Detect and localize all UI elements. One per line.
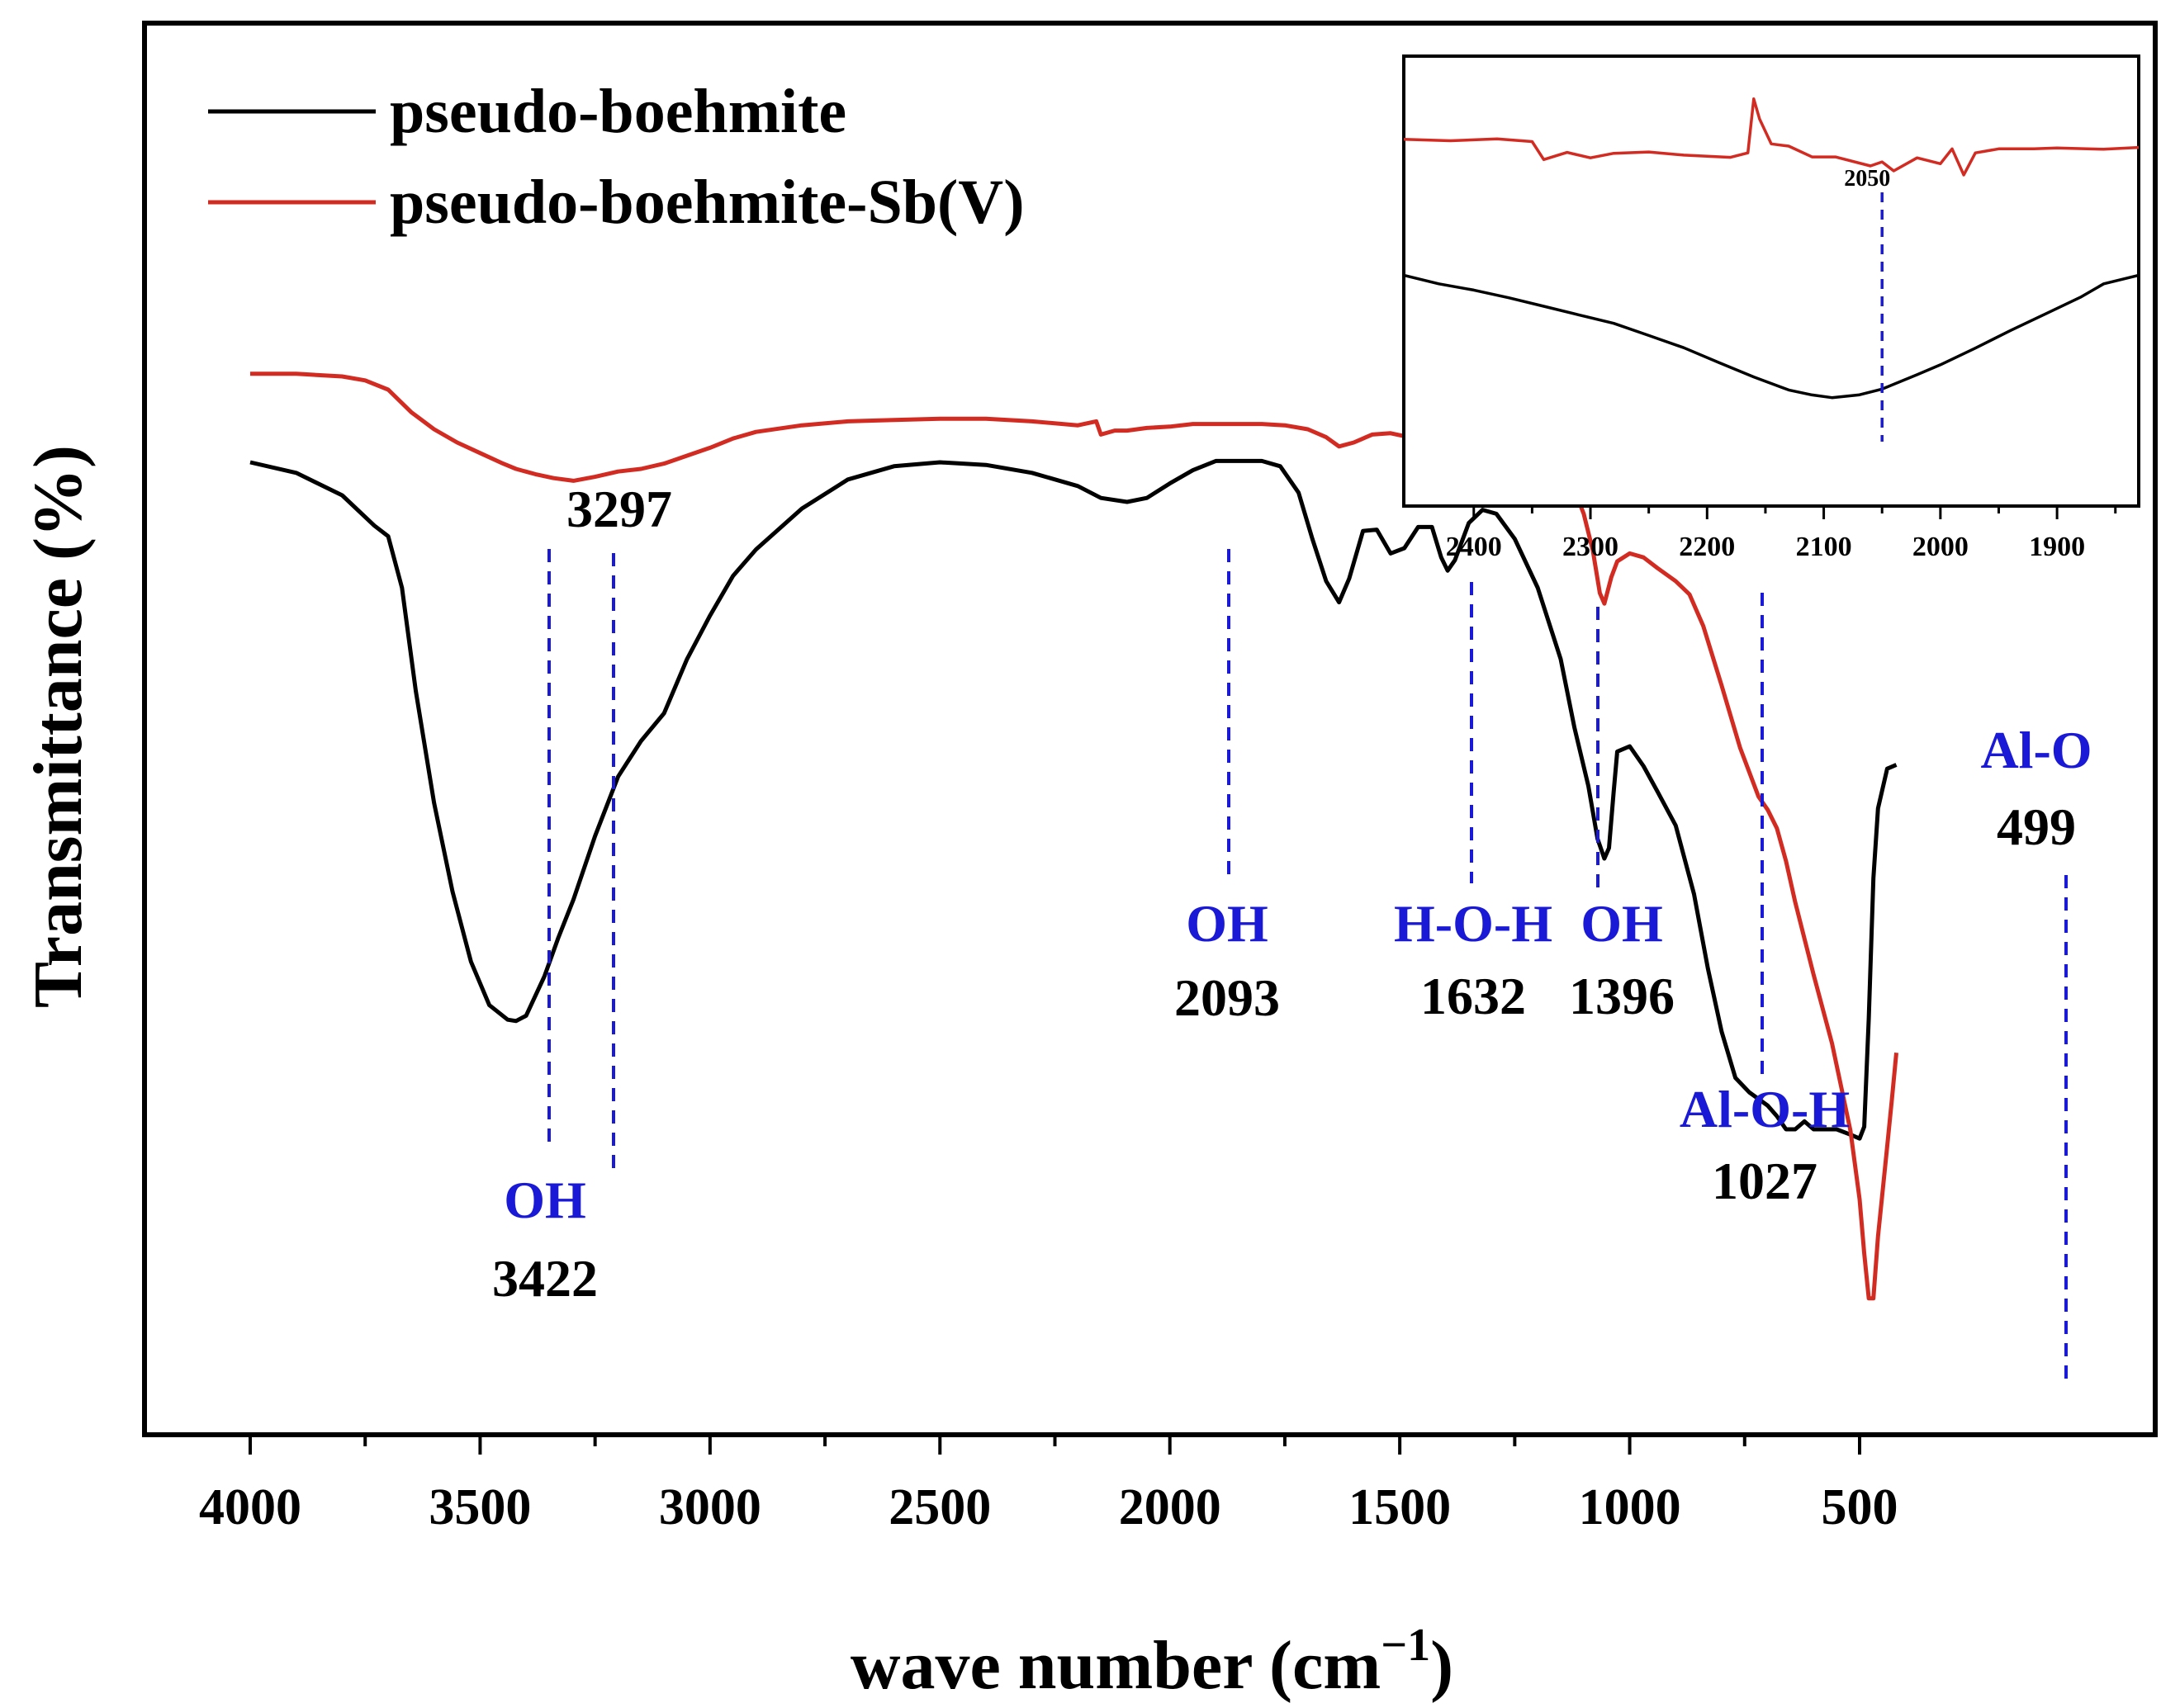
annotation-value-1632: 1632 bbox=[1420, 967, 1526, 1025]
inset-series-line-pseudo-boehmite-sb-v bbox=[1403, 97, 2140, 177]
x-tick-label: 1000 bbox=[1579, 1479, 1681, 1535]
inset-x-tick-label: 2300 bbox=[1562, 532, 1618, 562]
y-axis-title: Transmittance (%) bbox=[20, 445, 97, 1008]
inset-frame bbox=[1402, 54, 2140, 508]
x-axis-title: wave number (cm−1) bbox=[851, 1620, 1453, 1704]
x-axis-title-close: ) bbox=[1430, 1627, 1453, 1704]
annotation-label-499: Al-O bbox=[1980, 721, 2092, 779]
inset-x-tick-label: 2100 bbox=[1796, 532, 1852, 562]
inset-marker-label: 2050 bbox=[1844, 166, 1890, 192]
annotation-value-2093: 2093 bbox=[1174, 968, 1280, 1027]
x-tick-label: 1500 bbox=[1348, 1479, 1451, 1535]
annotation-value-1396: 1396 bbox=[1569, 967, 1675, 1025]
inset-x-tick-label: 2400 bbox=[1446, 532, 1502, 562]
x-axis-title-main: wave number (cm bbox=[851, 1627, 1381, 1704]
series-line-pseudo-boehmite bbox=[249, 458, 1898, 1141]
legend-label-pseudo-boehmite: pseudo-boehmite bbox=[390, 77, 846, 146]
x-tick-label: 4000 bbox=[199, 1479, 301, 1535]
inset-x-tick-label: 1900 bbox=[2029, 532, 2085, 562]
x-tick-label: 3000 bbox=[659, 1479, 761, 1535]
annotation-value-1027: 1027 bbox=[1712, 1152, 1817, 1210]
inset-x-tick-label: 2200 bbox=[1679, 532, 1735, 562]
annotation-label-1396: OH bbox=[1580, 894, 1663, 953]
annotation-value-499: 499 bbox=[1997, 797, 2076, 856]
x-tick-label: 3500 bbox=[429, 1479, 531, 1535]
legend: pseudo-boehmite pseudo-boehmite-Sb(V) bbox=[208, 77, 1025, 237]
legend-label-pseudo-boehmite-sbv: pseudo-boehmite-Sb(V) bbox=[390, 168, 1025, 237]
plot-frame bbox=[142, 21, 2158, 1437]
annotation-label-2093: OH bbox=[1186, 894, 1268, 953]
inset-x-tick-label: 2000 bbox=[1912, 532, 1969, 562]
x-tick-label: 2500 bbox=[889, 1479, 991, 1535]
inset-series-line-pseudo-boehmite bbox=[1403, 273, 2140, 400]
annotation-value-3297: 3297 bbox=[566, 480, 672, 538]
annotation-label-3422: OH bbox=[504, 1171, 586, 1229]
annotation-label-1632: H-O-H bbox=[1394, 894, 1552, 953]
x-tick-label: 500 bbox=[1822, 1479, 1898, 1535]
annotation-label-1027: Al-O-H bbox=[1680, 1080, 1850, 1138]
x-tick-label: 2000 bbox=[1119, 1479, 1221, 1535]
series-line-pseudo-boehmite-sb-v bbox=[250, 371, 1898, 1301]
annotation-value-3422: 3422 bbox=[492, 1249, 598, 1308]
x-axis-title-superscript: −1 bbox=[1381, 1620, 1430, 1671]
